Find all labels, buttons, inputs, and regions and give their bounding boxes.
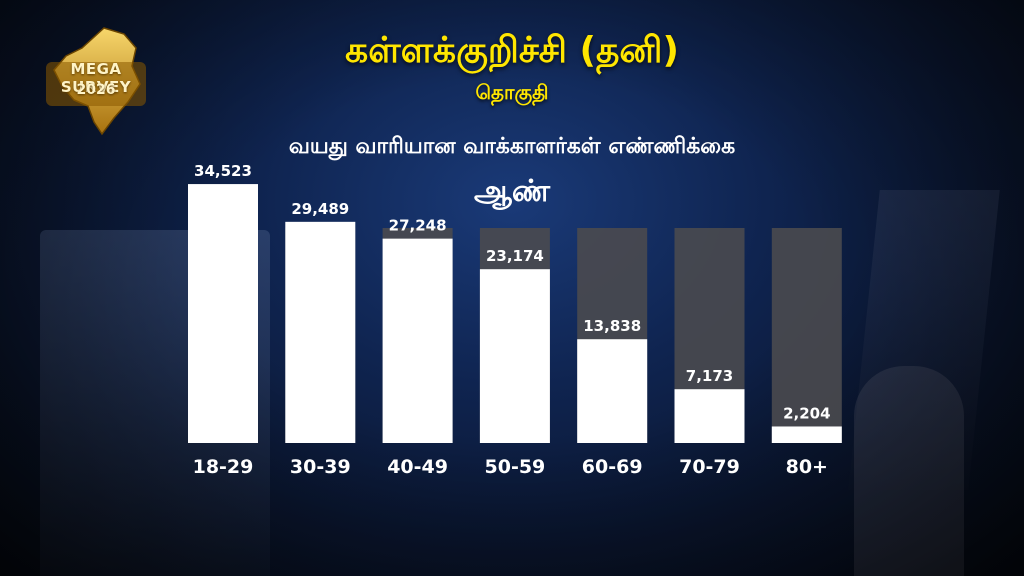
tamilnadu-map-icon — [46, 27, 146, 136]
bar-track-80+ — [771, 228, 842, 443]
mega-survey-logo: MEGA SURVEY 2026 — [44, 26, 148, 136]
data-label-18-29: 34,523 — [194, 162, 252, 180]
bar-80+ — [771, 426, 842, 443]
logo-title: MEGA SURVEY — [60, 60, 132, 96]
category-label-80+: 80+ — [786, 456, 828, 478]
chart-title: வயது வாரியான வாக்காளர்கள் எண்ணிக்கை — [288, 134, 736, 159]
data-label-40-49: 27,248 — [389, 217, 447, 235]
data-label-30-39: 29,489 — [291, 200, 349, 218]
bar-50-59 — [479, 269, 550, 443]
bar-70-79 — [674, 389, 745, 443]
chart-subtitle: ஆண் — [473, 174, 551, 209]
bar-18-29 — [188, 184, 258, 443]
bar-30-39 — [285, 221, 356, 443]
category-label-60-69: 60-69 — [582, 456, 643, 478]
logo-year: 2026 — [76, 82, 116, 98]
category-label-18-29: 18-29 — [193, 456, 254, 478]
category-label-50-59: 50-59 — [485, 456, 546, 478]
category-label-40-49: 40-49 — [387, 456, 448, 478]
data-label-80+: 2,204 — [783, 404, 830, 422]
page-subtitle: தொகுதி — [475, 80, 549, 104]
category-label-30-39: 30-39 — [290, 456, 351, 478]
bar-60-69 — [577, 339, 648, 443]
category-label-70-79: 70-79 — [679, 456, 740, 478]
data-label-50-59: 23,174 — [486, 247, 544, 265]
data-label-60-69: 13,838 — [583, 317, 641, 335]
page-title: கள்ளக்குறிச்சி (தனி) — [345, 30, 679, 71]
bar-40-49 — [382, 238, 453, 443]
data-label-70-79: 7,173 — [686, 367, 733, 385]
